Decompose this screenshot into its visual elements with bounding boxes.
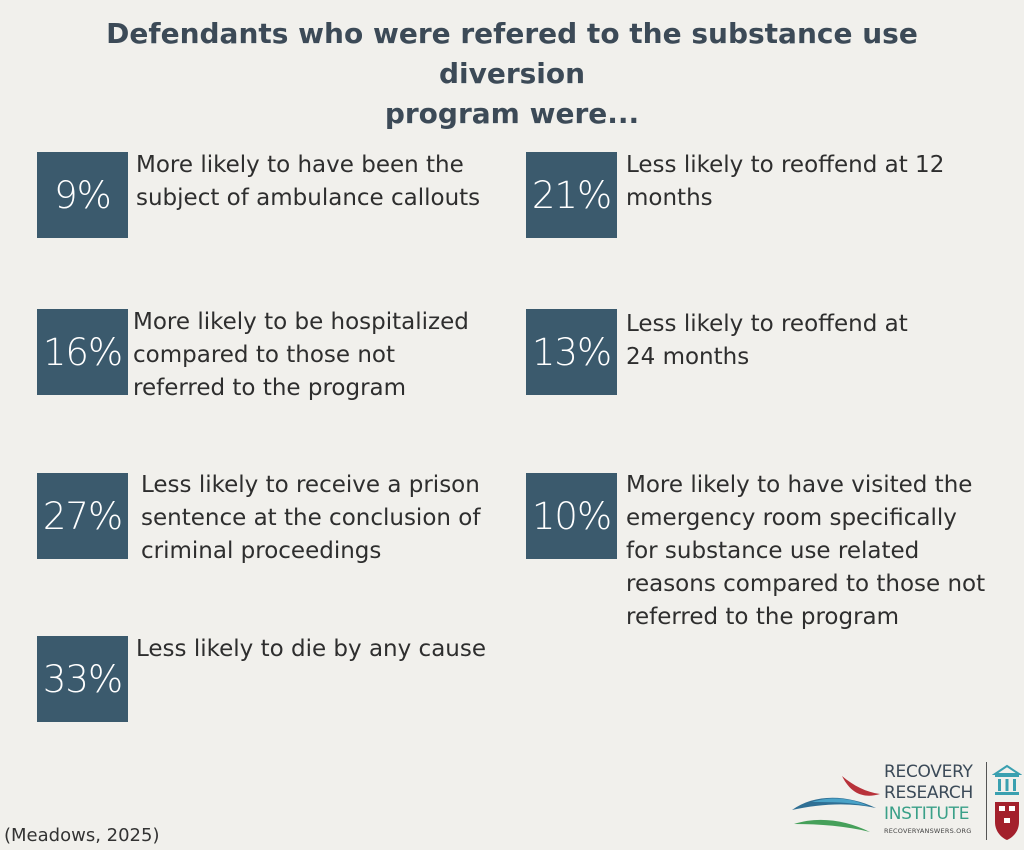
stat-value-reoffend-12: 21% [526, 152, 617, 238]
logo-divider [986, 762, 987, 840]
stat-text-reoffend-24: Less likely to reoffend at 24 months [626, 311, 908, 370]
logo-line-institute: INSTITUTE [884, 804, 970, 824]
shield-icon [995, 802, 1019, 840]
stat-text-ambulance: More likely to have been the subject of … [136, 152, 481, 211]
citation: (Meadows, 2025) [4, 825, 160, 846]
stat-text-reoffend-12: Less likely to reoffend at 12 months [626, 152, 945, 211]
stat-text-death: Less likely to die by any cause [136, 636, 486, 662]
title-line-2: program were... [384, 97, 640, 130]
stat-value-hospitalized: 16% [37, 309, 128, 395]
logo-line-recovery: RECOVERY [884, 762, 973, 782]
stat-value-death: 33% [37, 636, 128, 722]
title-line-1: Defendants who were refered to the subst… [106, 17, 918, 90]
recovery-research-institute-logo: RECOVERY RESEARCH INSTITUTE RECOVERYANSW… [790, 758, 1022, 842]
stat-value-ambulance: 9% [37, 152, 128, 238]
stat-text-emergency-room: More likely to have visited the emergenc… [626, 472, 986, 630]
stat-text-hospitalized: More likely to be hospitalized compared … [133, 309, 469, 401]
logo-wordmark: RECOVERY RESEARCH INSTITUTE RECOVERYANSW… [884, 762, 973, 836]
stat-text-prison: Less likely to receive a prison sentence… [141, 472, 481, 564]
institution-icons [992, 764, 1022, 840]
swoosh-icon [792, 776, 880, 832]
stat-value-reoffend-24: 13% [526, 309, 617, 395]
building-icon [992, 764, 1022, 795]
logo-url: RECOVERYANSWERS.ORG [884, 827, 972, 835]
page-title: Defendants who were refered to the subst… [40, 14, 984, 134]
stat-value-emergency-room: 10% [526, 473, 617, 559]
stat-value-prison: 27% [37, 473, 128, 559]
logo-line-research: RESEARCH [884, 783, 973, 803]
